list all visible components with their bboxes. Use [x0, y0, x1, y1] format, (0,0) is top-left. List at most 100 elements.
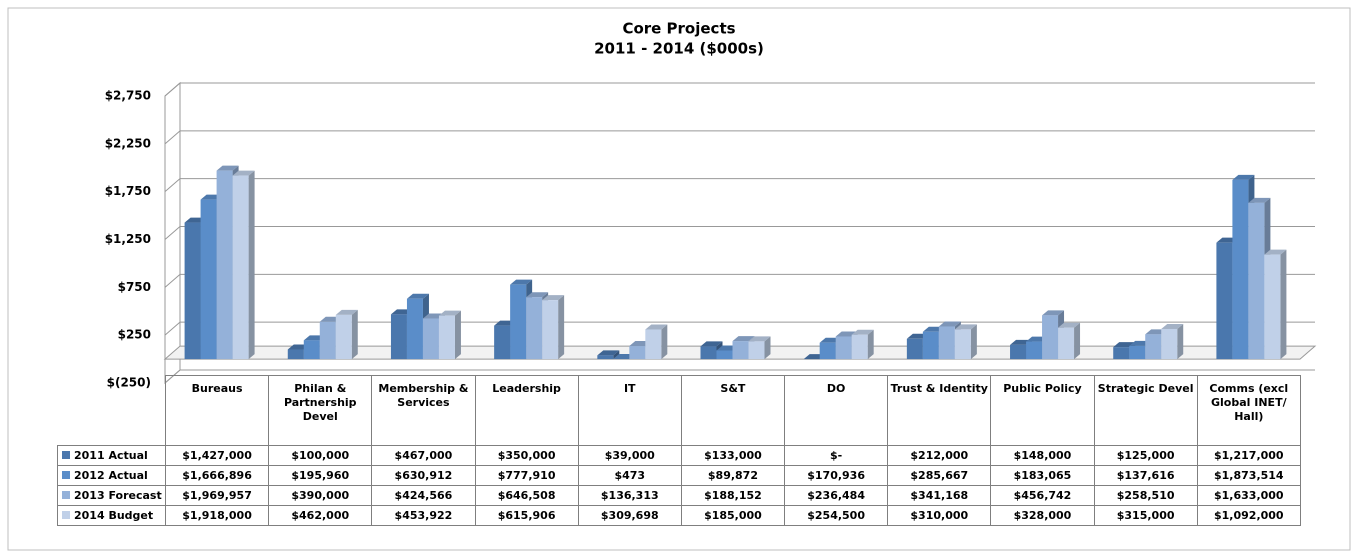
- value-label: $212,000: [887, 445, 992, 466]
- bar-side: [867, 329, 874, 360]
- category-label: Membership & Services: [371, 375, 476, 446]
- bar: [303, 340, 320, 360]
- chart-title: Core Projects: [622, 20, 735, 38]
- bar-side: [454, 310, 461, 360]
- value-label: $285,667: [887, 465, 992, 486]
- bar-top: [510, 279, 533, 285]
- value-label: $39,000: [577, 445, 682, 466]
- value-label: $467,000: [371, 445, 476, 466]
- legend-entry: 2013 Forecast: [57, 485, 166, 506]
- legend-label: 2011 Actual: [74, 449, 148, 462]
- value-label: $137,616: [1093, 465, 1198, 486]
- value-label: $1,666,896: [164, 465, 270, 486]
- bar-top: [1161, 323, 1184, 329]
- value-label: $473: [577, 465, 682, 486]
- y-tick-label: $2,250: [105, 136, 151, 150]
- bar-side: [1280, 249, 1287, 360]
- legend-label: 2014 Budget: [74, 509, 154, 522]
- value-label: $453,922: [371, 505, 476, 526]
- bar: [200, 199, 217, 360]
- bar: [700, 346, 717, 360]
- bar-side: [613, 350, 620, 360]
- grid-line-side: [164, 273, 181, 288]
- category-label: Philan & Partnership Devel: [268, 375, 373, 446]
- category-label: IT: [577, 375, 682, 446]
- bar: [335, 314, 352, 360]
- value-label: $133,000: [680, 445, 786, 466]
- value-label: $236,484: [784, 485, 889, 506]
- grid-line-side: [164, 178, 181, 193]
- value-label: $1,633,000: [1196, 485, 1301, 506]
- bar: [716, 350, 733, 360]
- bar-side: [248, 170, 255, 360]
- bar: [922, 331, 939, 360]
- bar: [1145, 334, 1162, 360]
- bar: [406, 298, 423, 360]
- legend-key: [62, 451, 70, 459]
- bar-top: [1058, 322, 1081, 328]
- series-row: 2014 Budget $1,918,000 $462,000 $453,922 $61…: [57, 505, 1301, 526]
- bar: [748, 341, 765, 360]
- legend-entry: 2012 Actual: [57, 465, 166, 486]
- value-label: $646,508: [474, 485, 579, 506]
- value-label: $328,000: [990, 505, 1095, 526]
- value-label: $1,873,514: [1196, 465, 1301, 486]
- value-label: $424,566: [371, 485, 476, 506]
- bar-top: [700, 341, 723, 347]
- value-label: $170,936: [784, 465, 889, 486]
- bar-top: [1248, 197, 1271, 203]
- bar: [645, 329, 662, 360]
- bar-top: [438, 310, 461, 316]
- bar: [1058, 327, 1075, 360]
- bar: [1161, 328, 1178, 360]
- value-label: $136,313: [577, 485, 682, 506]
- bar: [1026, 341, 1043, 360]
- bar: [1232, 179, 1249, 360]
- category-label: DO: [784, 375, 889, 446]
- bar: [732, 341, 749, 360]
- bar: [510, 284, 527, 360]
- bar: [906, 338, 923, 360]
- bar: [819, 342, 836, 360]
- y-tick-label: $250: [118, 328, 151, 342]
- series-row: 2011 Actual $1,427,000 $100,000 $467,000 $35…: [57, 445, 1301, 466]
- bar-top: [748, 336, 771, 342]
- bar: [390, 314, 407, 360]
- legend-key: [62, 511, 70, 519]
- bar: [287, 349, 304, 360]
- value-label: $456,742: [990, 485, 1095, 506]
- bar-side: [1074, 322, 1081, 360]
- data-table: Bureaus Philan & Partnership Devel Members…: [57, 375, 1301, 526]
- value-label: $188,152: [680, 485, 786, 506]
- y-tick-label: $1,250: [105, 232, 151, 246]
- bar: [526, 297, 543, 360]
- value-label: $1,918,000: [164, 505, 270, 526]
- value-label: $183,065: [990, 465, 1095, 486]
- bar: [216, 170, 233, 360]
- y-tick-label: $1,750: [105, 184, 151, 198]
- legend-label: 2012 Actual: [74, 469, 148, 482]
- value-label: $100,000: [268, 445, 373, 466]
- value-label: $1,217,000: [1196, 445, 1301, 466]
- bar-top: [851, 329, 874, 335]
- grid-line-side: [164, 226, 181, 240]
- category-label: Bureaus: [164, 375, 270, 446]
- bar: [319, 321, 336, 360]
- value-label: $89,872: [680, 465, 786, 486]
- bar: [1216, 242, 1233, 360]
- bar-side: [970, 324, 977, 360]
- value-label: $315,000: [1093, 505, 1198, 526]
- bar: [542, 300, 559, 360]
- bar: [1129, 345, 1146, 360]
- value-label: $195,960: [268, 465, 373, 486]
- bar: [232, 175, 249, 360]
- bar-side: [661, 324, 668, 360]
- bar-top: [232, 170, 255, 176]
- value-label: $310,000: [887, 505, 992, 526]
- bar-top: [1042, 310, 1065, 316]
- value-label: $125,000: [1093, 445, 1198, 466]
- bar-top: [732, 336, 755, 342]
- bar-top: [1264, 249, 1287, 255]
- value-label: $1,427,000: [164, 445, 270, 466]
